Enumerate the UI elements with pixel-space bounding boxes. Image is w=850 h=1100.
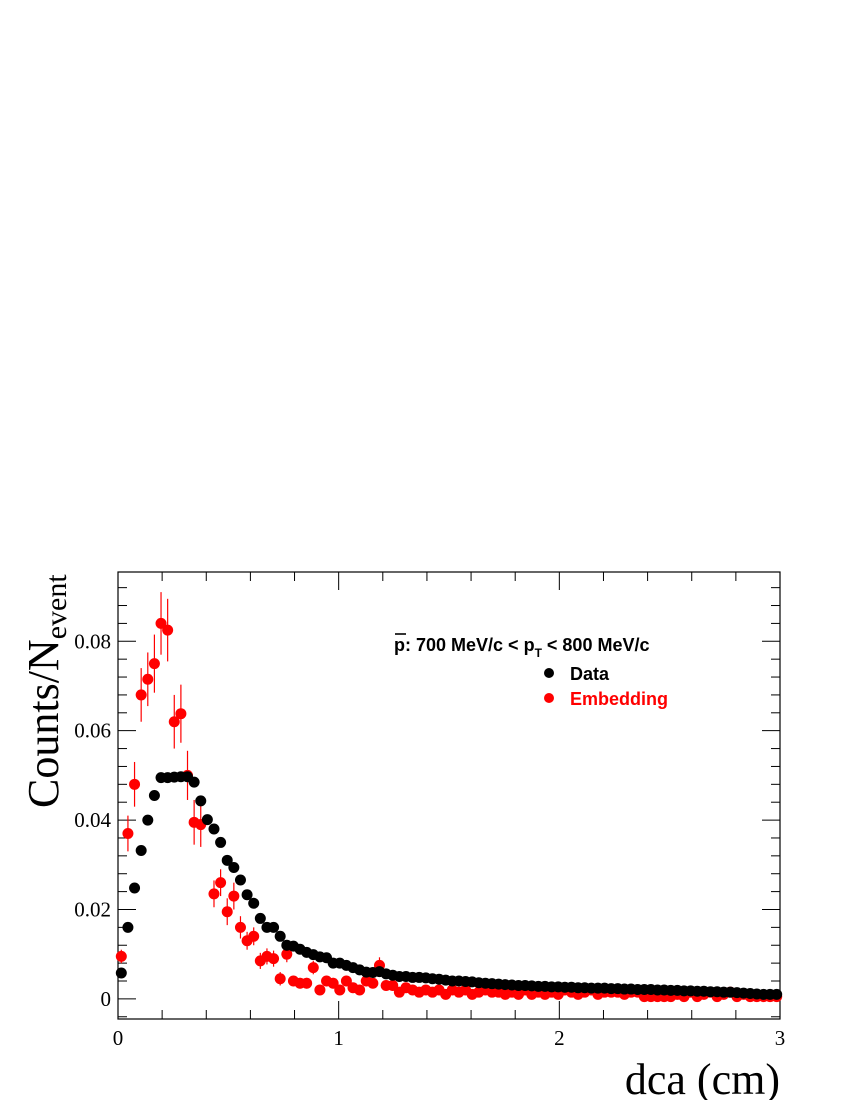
- data-point: [221, 854, 233, 866]
- embedding-point: [215, 877, 227, 889]
- embedding-point: [281, 948, 293, 960]
- legend-marker-data: [544, 668, 554, 678]
- legend-label-data: Data: [570, 664, 610, 684]
- series-data: [115, 771, 783, 1000]
- embedding-point: [175, 708, 187, 720]
- embedding-point: [142, 673, 154, 685]
- embedding-point: [248, 930, 260, 942]
- embedding-point: [208, 888, 220, 900]
- data-point: [215, 836, 227, 848]
- y-axis-title: Counts/Nevent: [19, 574, 73, 808]
- data-point: [188, 776, 200, 788]
- data-point: [228, 861, 240, 873]
- embedding-point: [274, 973, 286, 985]
- y-tick-label: 0.02: [74, 897, 111, 921]
- data-point: [195, 795, 207, 807]
- data-point: [142, 814, 154, 826]
- data-point: [208, 823, 220, 835]
- data-point: [241, 889, 253, 901]
- embedding-point: [301, 977, 313, 989]
- data-point: [148, 790, 160, 801]
- embedding-point: [334, 984, 346, 996]
- y-axis-title-subscript: event: [40, 574, 73, 640]
- x-tick-label: 1: [333, 1026, 344, 1050]
- axis-ticks: [117, 572, 781, 1019]
- x-tick-label: 3: [775, 1026, 786, 1050]
- data-point: [771, 988, 783, 1000]
- x-axis-title: dca (cm): [625, 1055, 780, 1100]
- plot-frame: [117, 571, 781, 1020]
- embedding-point: [354, 984, 366, 996]
- legend: Data Embedding: [544, 664, 668, 709]
- x-tick-label: 0: [113, 1026, 124, 1050]
- y-tick-label: 0.04: [74, 808, 111, 832]
- embedding-point: [162, 624, 174, 636]
- embedding-point: [135, 689, 147, 701]
- data-point: [248, 897, 260, 909]
- embedding-point: [307, 962, 319, 974]
- embedding-point: [122, 827, 134, 839]
- legend-label-embedding: Embedding: [570, 689, 668, 709]
- data-point: [274, 930, 286, 942]
- embedding-point: [340, 975, 352, 987]
- embedding-point: [387, 979, 399, 991]
- embedding-point: [327, 977, 339, 989]
- embedding-point: [268, 953, 280, 965]
- embedding-point: [221, 906, 233, 918]
- y-tick-label: 0.08: [74, 629, 111, 653]
- embedding-point: [115, 950, 127, 962]
- legend-marker-embedding: [544, 693, 554, 703]
- y-tick-label: 0.06: [74, 719, 111, 743]
- data-point: [135, 844, 147, 856]
- data-point: [234, 874, 246, 886]
- y-tick-labels: 0 0.02 0.04 0.06 0.08: [74, 629, 111, 1011]
- data-point: [122, 921, 134, 933]
- embedding-point: [155, 617, 167, 629]
- embedding-point: [228, 890, 240, 902]
- data-point: [254, 912, 266, 924]
- embedding-point: [314, 984, 326, 996]
- x-tick-label: 2: [554, 1026, 565, 1050]
- embedding-point: [129, 778, 141, 790]
- y-tick-label: 0: [101, 987, 112, 1011]
- data-point: [129, 882, 141, 894]
- chart-annotation: p: 700 MeV/c < pT < 800 MeV/c: [394, 635, 649, 660]
- embedding-point: [367, 977, 379, 989]
- embedding-point: [168, 716, 180, 728]
- data-point: [268, 921, 280, 933]
- data-point: [115, 967, 127, 979]
- annotation-particle: p: [394, 635, 405, 655]
- embedding-point: [234, 921, 246, 933]
- embedding-point: [148, 658, 160, 670]
- data-point: [201, 814, 213, 826]
- x-tick-labels: 0 1 2 3: [113, 1026, 786, 1050]
